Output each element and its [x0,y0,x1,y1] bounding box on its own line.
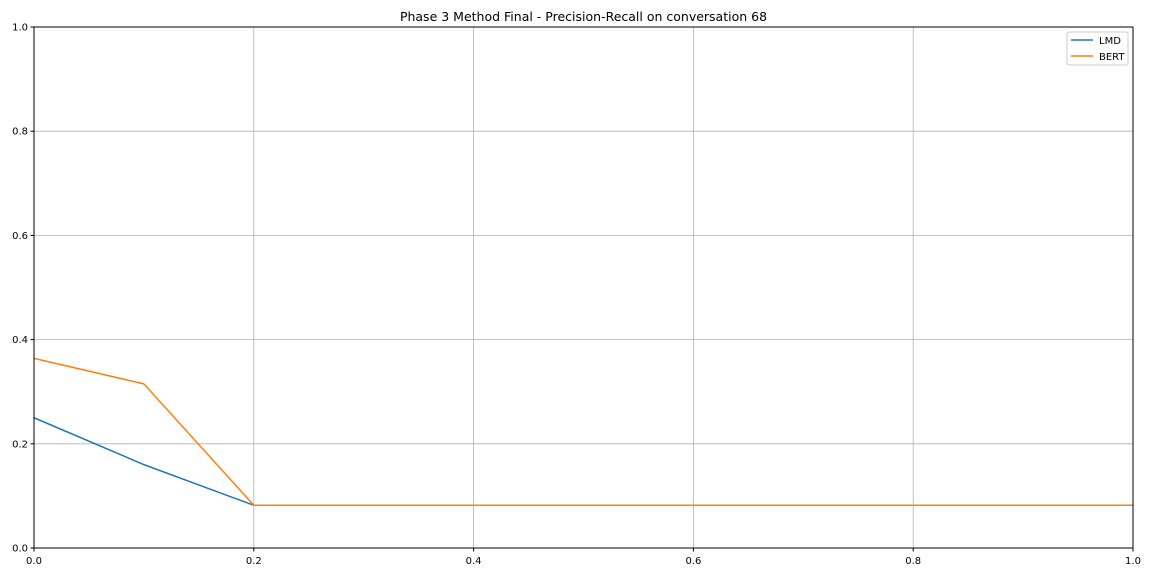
axis-ticks: 0.0 0.2 0.4 0.6 0.8 1.0 0.0 0.2 0.4 0.6 0.8 1.0 [12,23,1141,568]
plot-frame [33,26,1134,549]
x-tick-label: 0.6 [685,556,701,567]
series-line-lmd [33,417,1133,507]
x-tick-label: 0.8 [905,556,921,567]
legend-label-lmd: LMD [1099,36,1121,47]
y-tick-label: 0.8 [12,127,28,138]
series-lines [33,357,1133,507]
legend-label-bert: BERT [1099,52,1125,63]
y-tick-label: 0.2 [12,439,28,450]
y-tick-label: 0.6 [12,231,28,242]
y-tick-label: 0.0 [12,544,28,555]
y-tick-label: 1.0 [12,23,28,34]
y-tick-label: 0.4 [12,335,28,346]
x-tick-label: 0.2 [246,556,262,567]
series-line-bert [33,357,1133,507]
x-tick-label: 1.0 [1125,556,1141,567]
x-tick-label: 0.4 [466,556,482,567]
legend: LMD BERT [1066,31,1129,66]
chart-title: Phase 3 Method Final - Precision-Recall … [400,9,767,24]
x-tick-label: 0.0 [26,556,42,567]
grid [33,26,1134,549]
